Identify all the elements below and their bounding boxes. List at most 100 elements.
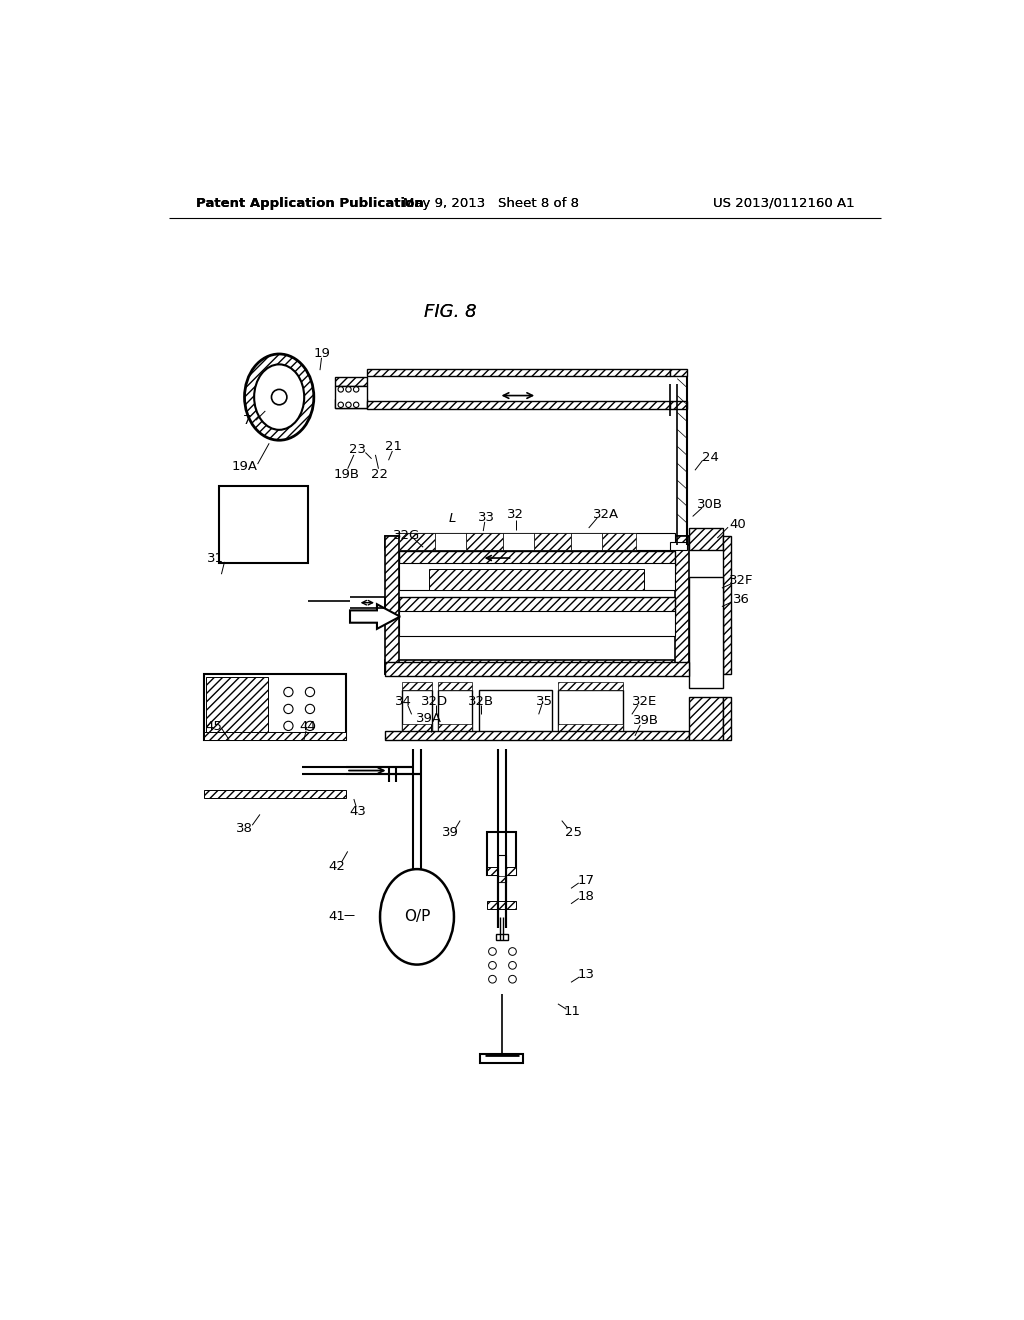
Bar	[558, 682, 624, 689]
Bar	[480, 1053, 523, 1063]
Text: 38: 38	[237, 822, 253, 834]
Text: 32F: 32F	[729, 574, 754, 587]
Circle shape	[284, 688, 293, 697]
Circle shape	[488, 961, 497, 969]
Bar	[438, 725, 472, 733]
Bar	[602, 533, 637, 549]
Text: 22: 22	[371, 467, 388, 480]
Text: 21: 21	[385, 440, 402, 453]
Text: 32: 32	[507, 508, 524, 521]
Bar	[385, 536, 689, 549]
Circle shape	[305, 721, 314, 730]
Bar	[498, 855, 506, 882]
Text: 23: 23	[349, 444, 367, 455]
Text: May 9, 2013   Sheet 8 of 8: May 9, 2013 Sheet 8 of 8	[402, 197, 579, 210]
Bar	[206, 677, 267, 738]
Text: 11: 11	[564, 1005, 581, 1018]
Text: 30B: 30B	[697, 499, 723, 511]
Bar	[689, 577, 724, 688]
Text: 39A: 39A	[417, 713, 442, 726]
Circle shape	[509, 948, 516, 956]
Bar	[689, 653, 724, 675]
Bar	[402, 682, 432, 689]
Circle shape	[509, 961, 516, 969]
Text: 24: 24	[701, 450, 719, 463]
Bar	[219, 486, 307, 562]
Text: 42: 42	[329, 861, 345, 874]
Bar	[670, 368, 686, 376]
Text: 32D: 32D	[421, 694, 449, 708]
Bar	[558, 689, 624, 733]
Text: 13: 13	[578, 968, 595, 981]
Bar	[670, 401, 686, 409]
Circle shape	[284, 721, 293, 730]
Bar	[398, 611, 675, 636]
Bar	[335, 387, 367, 408]
Text: 32A: 32A	[593, 508, 618, 521]
Bar	[675, 536, 689, 675]
Text: 35: 35	[536, 694, 553, 708]
Circle shape	[346, 387, 351, 392]
Circle shape	[305, 688, 314, 697]
Text: 32G: 32G	[392, 529, 420, 543]
Circle shape	[305, 705, 314, 714]
Bar	[385, 663, 689, 676]
Bar	[402, 689, 432, 733]
Bar	[367, 368, 670, 376]
Circle shape	[338, 403, 343, 408]
Text: US 2013/0112160 A1: US 2013/0112160 A1	[713, 197, 854, 210]
Text: O/P: O/P	[403, 909, 430, 924]
Bar	[435, 533, 466, 549]
Bar	[385, 660, 689, 675]
Text: FIG. 8: FIG. 8	[424, 304, 476, 321]
Text: L: L	[449, 512, 456, 525]
Ellipse shape	[245, 354, 313, 441]
Ellipse shape	[380, 869, 454, 965]
Bar	[385, 536, 398, 675]
Text: 36: 36	[733, 593, 750, 606]
Bar	[398, 537, 675, 544]
Bar	[724, 697, 731, 739]
Text: 32E: 32E	[632, 694, 656, 708]
Text: 40: 40	[729, 519, 745, 532]
Text: 33: 33	[478, 511, 495, 524]
Bar	[487, 832, 516, 875]
Bar	[487, 867, 516, 875]
Bar	[498, 876, 506, 882]
Text: Patent Application Publication: Patent Application Publication	[196, 197, 424, 210]
Circle shape	[284, 705, 293, 714]
Text: 17: 17	[578, 874, 595, 887]
Text: US 2013/0112160 A1: US 2013/0112160 A1	[713, 197, 854, 210]
Circle shape	[488, 948, 497, 956]
Bar	[335, 378, 367, 387]
Bar	[535, 533, 571, 549]
Bar	[558, 725, 624, 733]
Text: 45: 45	[205, 721, 222, 733]
Text: Patent Application Publication: Patent Application Publication	[196, 197, 424, 210]
Bar	[204, 789, 346, 797]
Circle shape	[346, 403, 351, 408]
Text: 7: 7	[244, 413, 252, 426]
Bar	[398, 533, 675, 549]
Bar	[487, 902, 516, 909]
Bar	[438, 682, 472, 689]
Text: May 9, 2013   Sheet 8 of 8: May 9, 2013 Sheet 8 of 8	[402, 197, 579, 210]
Text: 39B: 39B	[634, 714, 659, 727]
Text: 43: 43	[349, 805, 367, 818]
Bar	[398, 552, 675, 570]
Text: 31: 31	[207, 552, 224, 565]
Bar	[496, 933, 508, 940]
Circle shape	[488, 975, 497, 983]
Text: 19: 19	[313, 347, 330, 360]
Bar	[466, 533, 503, 549]
Bar	[689, 528, 724, 549]
Polygon shape	[350, 605, 400, 628]
Bar	[478, 689, 552, 733]
Bar	[402, 725, 432, 733]
Circle shape	[271, 389, 287, 405]
Bar	[689, 697, 724, 739]
Circle shape	[353, 403, 358, 408]
Text: 25: 25	[565, 825, 582, 838]
Bar	[204, 733, 346, 739]
Bar	[204, 675, 346, 739]
